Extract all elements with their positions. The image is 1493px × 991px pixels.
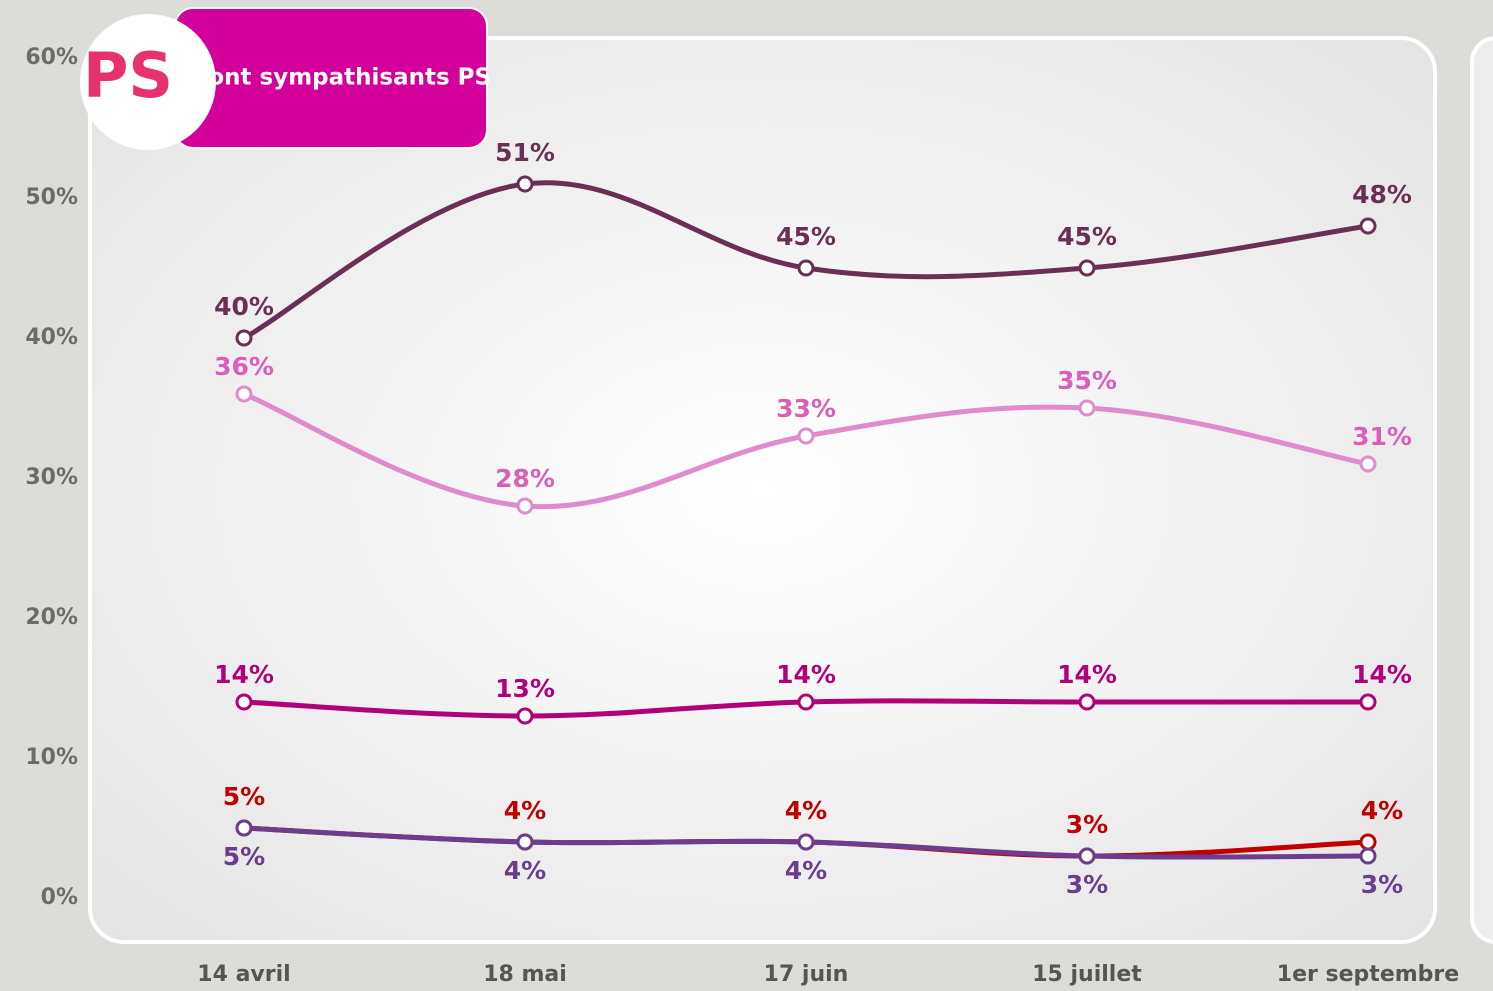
- plot-panel: [88, 36, 1437, 944]
- point: [1359, 693, 1377, 711]
- point: [1078, 847, 1096, 865]
- data-label: 40%: [214, 292, 274, 321]
- point: [1078, 693, 1096, 711]
- x-tick-label: 18 mai: [483, 962, 567, 987]
- point: [1359, 833, 1377, 851]
- data-label: 28%: [495, 464, 555, 493]
- data-label: 31%: [1352, 422, 1412, 451]
- y-tick-label: 50%: [25, 185, 78, 210]
- point: [516, 497, 534, 515]
- data-label: 3%: [1361, 870, 1403, 899]
- data-label: 4%: [785, 856, 827, 885]
- point: [516, 707, 534, 725]
- data-label: 14%: [1057, 660, 1117, 689]
- logo: PS: [83, 39, 173, 112]
- data-label: 14%: [214, 660, 274, 689]
- x-tick-label: 1er septembre: [1277, 962, 1459, 987]
- y-tick-label: 20%: [25, 605, 78, 630]
- point: [516, 175, 534, 193]
- data-label: 48%: [1352, 180, 1412, 209]
- data-label: 4%: [1361, 796, 1403, 825]
- x-tick-label: 14 avril: [197, 962, 290, 987]
- data-label: 4%: [504, 856, 546, 885]
- point: [516, 833, 534, 851]
- data-label: 5%: [223, 782, 265, 811]
- point: [235, 693, 253, 711]
- side-panel: [1470, 36, 1493, 944]
- x-tick-label: 15 juillet: [1032, 962, 1142, 987]
- point: [235, 329, 253, 347]
- y-tick-label: 10%: [25, 745, 78, 770]
- data-label: 14%: [1352, 660, 1412, 689]
- data-label: 33%: [776, 394, 836, 423]
- point: [797, 833, 815, 851]
- point: [235, 385, 253, 403]
- y-tick-label: 40%: [25, 325, 78, 350]
- y-tick-label: 30%: [25, 465, 78, 490]
- data-label: 3%: [1066, 870, 1108, 899]
- data-label: 13%: [495, 674, 555, 703]
- point: [797, 259, 815, 277]
- data-label: 5%: [223, 842, 265, 871]
- data-label: 45%: [1057, 222, 1117, 251]
- data-label: 45%: [776, 222, 836, 251]
- point: [1078, 399, 1096, 417]
- point: [235, 819, 253, 837]
- point: [797, 693, 815, 711]
- data-label: 3%: [1066, 810, 1108, 839]
- chart-title: …dont sympathisants PS: [169, 65, 491, 91]
- point: [797, 427, 815, 445]
- y-tick-label: 60%: [25, 45, 78, 70]
- series-line: [242, 180, 1369, 341]
- point: [1359, 847, 1377, 865]
- data-label: 36%: [214, 352, 274, 381]
- point: [1359, 217, 1377, 235]
- data-label: 4%: [785, 796, 827, 825]
- x-tick-label: 17 juin: [764, 962, 849, 987]
- data-label: 14%: [776, 660, 836, 689]
- point: [1359, 455, 1377, 473]
- data-label: 51%: [495, 138, 555, 167]
- data-label: 4%: [504, 796, 546, 825]
- point: [1078, 259, 1096, 277]
- logo-circle: [80, 14, 216, 150]
- y-tick-label: 0%: [41, 885, 78, 910]
- data-label: 35%: [1057, 366, 1117, 395]
